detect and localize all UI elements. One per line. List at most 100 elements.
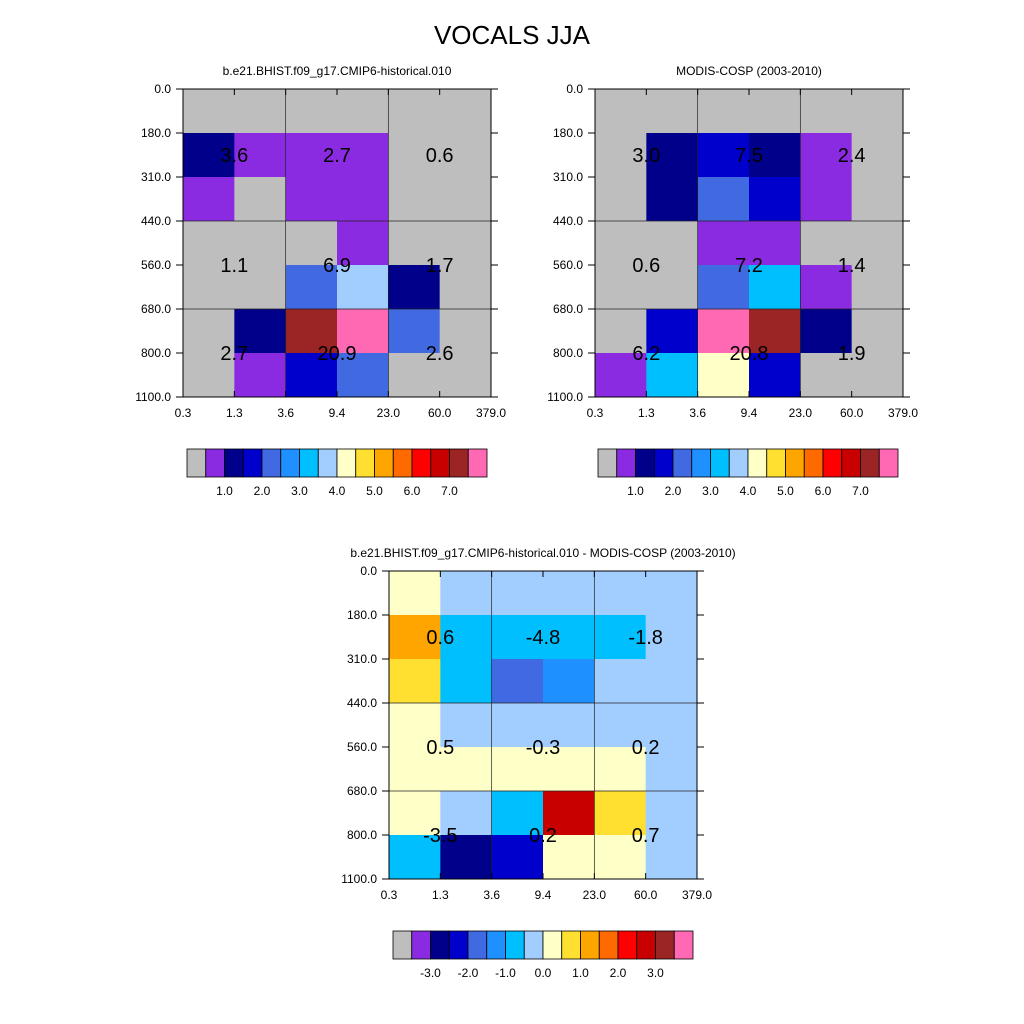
heatmap-cell [800,221,853,266]
heatmap-cell [388,89,441,134]
heatmap-cell [388,221,441,266]
heatmap-cell [749,133,801,178]
colorbar-box [355,448,375,478]
x-tick-label: 23.0 [789,406,813,420]
heatmap-cell [337,221,389,266]
heatmap-cell [749,353,801,398]
colorbar-label: 7.0 [852,484,869,498]
colorbar-box [561,930,581,960]
colorbar-box [505,930,525,960]
x-tick-label: 60.0 [840,406,864,420]
y-tick-label: 310.0 [347,652,377,666]
colorbar-box [598,930,619,960]
heatmap-cell [645,659,698,704]
x-tick-label: 379.0 [476,406,506,420]
x-tick-label: 379.0 [682,888,712,902]
cell-annotation: 0.7 [632,825,660,847]
cell-annotation: 0.2 [632,737,660,759]
heatmap-cell [851,309,904,354]
heatmap-cell [851,353,904,398]
cell-annotation: 0.6 [632,255,660,277]
colorbar-box [280,448,300,478]
heatmap-cell [440,835,493,880]
colorbar-label: 3.0 [291,484,308,498]
cell-annotation: 0.6 [426,627,454,649]
colorbar-box [635,448,655,478]
heatmap-cell [594,615,647,660]
colorbar-label: 0.0 [535,966,552,980]
colorbar-box [542,930,563,960]
heatmap-cell [851,177,904,222]
cell-annotation: 0.5 [426,737,454,759]
colorbar-box [486,930,506,960]
heatmap-cell [800,89,853,134]
heatmap-cell [800,265,853,310]
heatmap-cell [543,571,595,616]
y-tick-label: 440.0 [141,214,171,228]
y-tick-label: 180.0 [141,126,171,140]
heatmap-cell [491,615,544,660]
y-tick-label: 560.0 [141,258,171,272]
heatmap-cell [491,703,544,748]
heatmap-cell [595,177,647,222]
cell-annotation: 0.2 [529,825,557,847]
y-tick-label: 680.0 [553,302,583,316]
heatmap-cell [440,615,493,660]
heatmap-cell [440,791,493,836]
heatmap-cell [595,309,647,354]
cell-annotation: 1.4 [838,255,866,277]
cell-annotation: -4.8 [526,627,560,649]
heatmap-cell [183,309,235,354]
heatmap-cell [183,265,235,310]
colorbar-box [186,448,207,478]
colorbar-box [728,448,749,478]
heatmap-cell [491,835,544,880]
heatmap-cell [697,265,750,310]
y-tick-label: 560.0 [347,740,377,754]
heatmap-cell [646,353,699,398]
x-tick-label: 379.0 [888,406,918,420]
heatmap-cell [285,89,338,134]
cell-annotation: -3.5 [423,825,457,847]
panel-title: b.e21.BHIST.f09_g17.CMIP6-historical.010… [350,546,735,560]
heatmap-cell [851,265,904,310]
cell-annotation: 2.4 [838,145,866,167]
heatmap-cell [543,791,595,836]
cell-annotation: 2.7 [220,343,248,365]
heatmap-cell [389,835,441,880]
colorbar-label: 1.0 [572,966,589,980]
x-tick-label: 1.3 [226,406,243,420]
heatmap-cell [543,615,595,660]
heatmap-cell [749,265,801,310]
x-tick-label: 3.6 [689,406,706,420]
heatmap-cell [388,353,441,398]
heatmap-cell [389,659,441,704]
cell-annotation: 2.7 [323,145,351,167]
heatmap-cell [491,747,544,792]
heatmap-cell [491,571,544,616]
colorbar-label: 2.0 [665,484,682,498]
colorbar-box [616,448,636,478]
cell-annotation: 3.0 [632,145,660,167]
colorbar-box [803,448,824,478]
colorbar-label: -1.0 [495,966,516,980]
heatmap-cell [337,353,389,398]
heatmap-cell [594,659,647,704]
y-tick-label: 310.0 [553,170,583,184]
y-tick-label: 180.0 [347,608,377,622]
heatmap-cell [440,659,493,704]
y-tick-label: 800.0 [141,346,171,360]
heatmap-cell [439,221,492,266]
heatmap-cell [749,177,801,222]
cell-annotation: 1.1 [220,255,248,277]
x-tick-label: 23.0 [377,406,401,420]
heatmap-cell [646,221,699,266]
panel-title: b.e21.BHIST.f09_g17.CMIP6-historical.010 [223,64,452,78]
colorbar-box [747,448,768,478]
heatmap-cell [439,353,492,398]
colorbar-box [449,448,469,478]
heatmap-cell [800,177,853,222]
colorbar-box [860,448,880,478]
heatmap-cell [234,221,287,266]
cell-annotation: 20.8 [730,343,769,365]
